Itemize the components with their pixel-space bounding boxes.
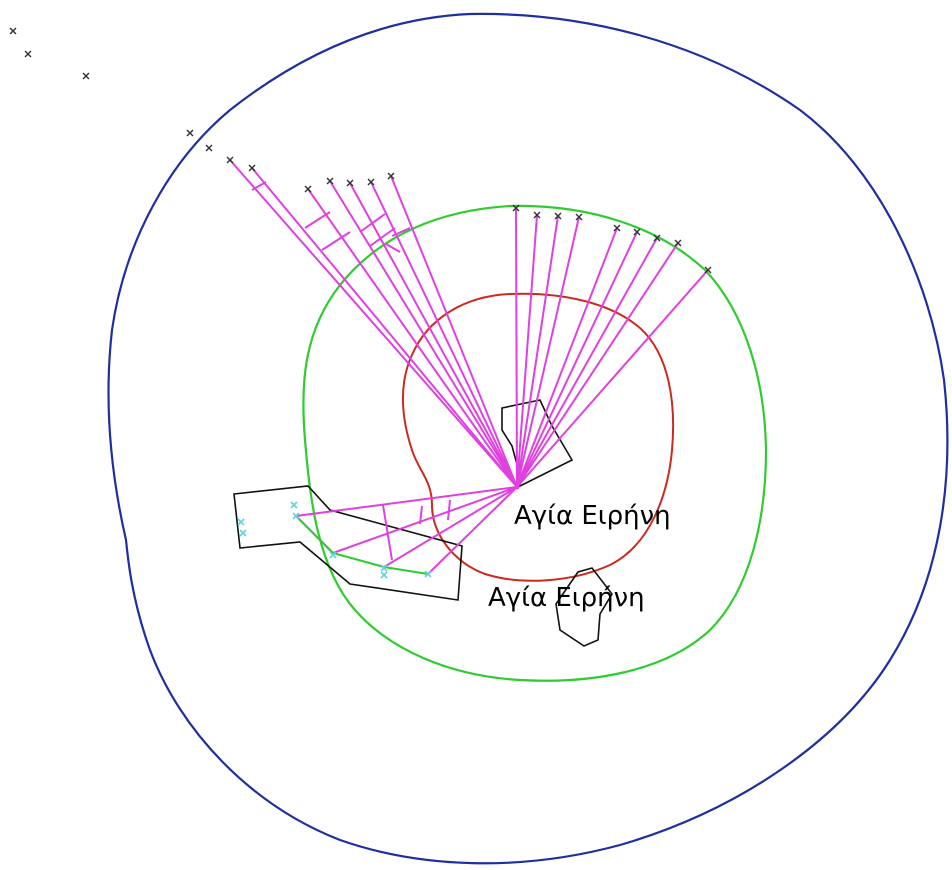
secondary-link [332,552,385,568]
settlement-outline-center [501,399,574,488]
connection-branch [369,227,396,247]
connection-branch [359,213,386,233]
connection-line [329,180,518,488]
x-marker-icon [186,129,194,137]
x-marker-icon [674,239,682,247]
x-marker-icon [575,213,583,221]
connection-line [516,216,580,488]
connection-line [427,486,518,575]
connection-line [516,231,638,488]
connection-branch [304,211,331,229]
hub-point [514,484,520,490]
connection-branch [391,227,411,237]
cyan-marker-icon [424,570,432,578]
connection-line [390,175,518,488]
x-marker-icon [9,27,17,35]
cyan-marker-icon [290,501,298,509]
connection-branch [382,504,393,561]
connection-branch [447,499,451,521]
site-markers [9,27,712,274]
connection-line [307,188,518,488]
inner-boundary [402,292,675,582]
x-marker-icon [248,164,256,172]
secondary-links [295,515,429,575]
cyan-marker-icon [380,564,388,572]
x-marker-icon [346,179,354,187]
secondary-link [295,515,334,554]
cyan-marker-icon [292,512,300,520]
connection-branch [385,243,401,253]
connection-line [370,181,518,488]
connection-line [516,227,618,488]
x-marker-icon [512,204,520,212]
x-marker-icon [226,156,234,164]
settlement-outline-west [233,485,463,601]
connection-line [516,237,658,488]
cyan-marker-icon [380,571,388,579]
x-marker-icon [24,50,32,58]
cyan-marker-icon [329,551,337,559]
settlement-outline-south [555,567,613,647]
cyan-marker-icon [237,518,245,526]
x-marker-icon [205,144,213,152]
connection-line [516,269,709,488]
connection-lines [229,159,709,575]
cyan-site-markers [237,501,432,579]
connection-line [349,182,518,488]
settlement-label-secondary: Αγία Ειρήνη [488,583,645,613]
connection-line [295,486,518,517]
connection-line [383,486,518,568]
connection-line [251,167,518,488]
x-marker-icon [304,185,312,193]
connection-line [229,159,518,488]
x-marker-icon [704,266,712,274]
x-marker-icon [326,177,334,185]
secondary-link [383,566,429,575]
middle-boundary [302,204,768,682]
connection-line [332,486,518,554]
connection-branch [419,505,423,525]
connection-branch [321,231,351,251]
connection-branch [251,181,267,191]
connection-line [516,242,679,488]
x-marker-icon [82,72,90,80]
x-marker-icon [367,178,375,186]
outer-boundary [107,12,949,865]
x-marker-icon [533,211,541,219]
x-marker-icon [653,234,661,242]
x-marker-icon [613,224,621,232]
connection-line [516,214,538,488]
x-marker-icon [387,172,395,180]
connection-line [515,207,518,488]
cyan-marker-icon [239,529,247,537]
settlement-label-primary: Αγία Ειρήνη [514,501,671,531]
x-marker-icon [633,228,641,236]
x-marker-icon [554,212,562,220]
connection-line [516,215,559,488]
